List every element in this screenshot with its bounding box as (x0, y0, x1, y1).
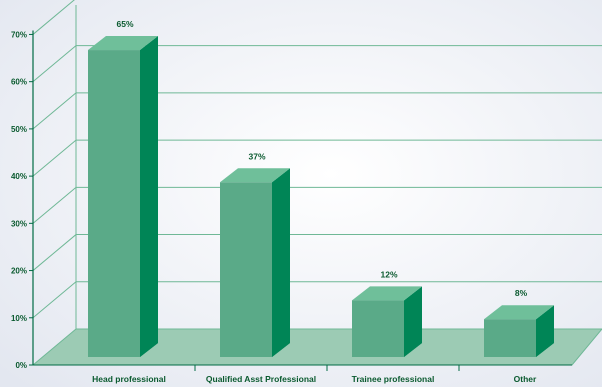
gridline (32, 139, 77, 177)
x-tick-label: Head professional (92, 374, 166, 384)
x-tick-label: Qualified Asst Professional (206, 374, 316, 384)
bar-top (220, 168, 290, 183)
bar-front (484, 319, 536, 357)
bar-side (536, 305, 554, 357)
bar-side (140, 36, 158, 358)
bar-side (272, 168, 290, 357)
bar-value-label: 12% (380, 269, 397, 279)
bars: 65% 37% 12% 8% (88, 19, 554, 358)
bar-front (88, 50, 140, 358)
y-tick-label: 60% (11, 78, 27, 87)
gridline (32, 281, 77, 319)
bar-top (352, 286, 422, 301)
bar-value-label: 8% (515, 288, 528, 298)
y-tick-label: 20% (11, 267, 27, 276)
gridlines (32, 0, 602, 319)
bar-front (352, 300, 404, 357)
x-axis-ticks: Head professional Qualified Asst Professi… (92, 365, 537, 384)
bar-top (88, 36, 158, 51)
y-tick-label: 10% (11, 314, 27, 323)
gridline (32, 0, 75, 35)
bar: 12% (352, 269, 422, 357)
y-tick-label: 30% (11, 219, 27, 228)
y-tick-label: 0% (15, 361, 27, 370)
axes (32, 5, 572, 366)
bar: 37% (220, 151, 290, 357)
gridline (32, 186, 77, 224)
bar-value-label: 65% (116, 19, 133, 29)
gridline (32, 45, 77, 83)
y-tick-label: 50% (11, 125, 27, 134)
bar-top (484, 305, 554, 320)
bar: 65% (88, 19, 158, 358)
bar-side (404, 286, 422, 357)
gridline (32, 92, 77, 130)
x-tick-label: Other (514, 374, 537, 384)
gridline (32, 234, 77, 271)
bar: 8% (484, 288, 554, 357)
bar-front (220, 182, 272, 357)
x-tick-label: Trainee professional (352, 374, 435, 384)
y-tick-label: 40% (11, 172, 27, 181)
y-tick-label: 70% (11, 30, 27, 39)
y-axis-ticks: 0% 10% 20% 30% 40% 50% 60% 70% (11, 30, 33, 370)
bar-value-label: 37% (248, 151, 265, 161)
